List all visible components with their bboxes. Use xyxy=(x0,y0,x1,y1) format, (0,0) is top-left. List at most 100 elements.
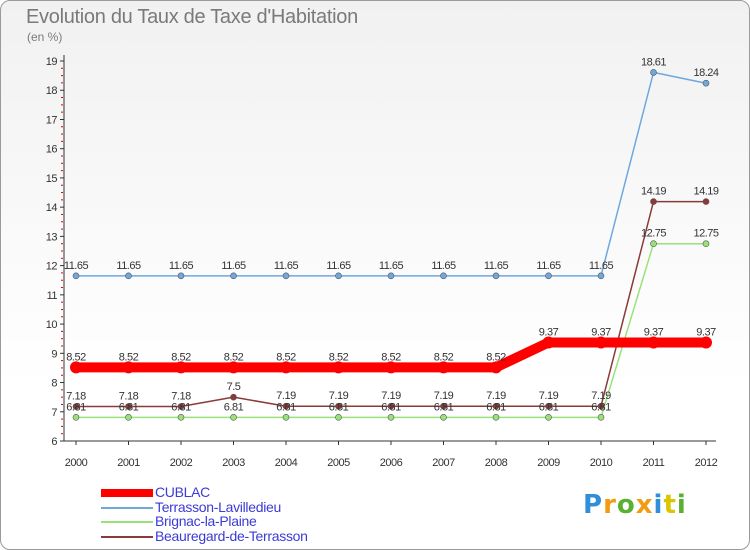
data-point xyxy=(70,361,82,374)
y-tick-label: 16 xyxy=(46,144,58,156)
data-label: 9.37 xyxy=(539,326,559,338)
data-point xyxy=(177,403,185,410)
data-label: 11.65 xyxy=(484,260,509,272)
x-tick-label: 2002 xyxy=(170,457,193,469)
data-point xyxy=(125,414,132,421)
legend-swatch xyxy=(101,506,153,509)
data-point xyxy=(647,336,660,349)
x-tick-label: 2012 xyxy=(695,457,718,469)
logo-letter: i xyxy=(676,490,687,520)
legend-swatch xyxy=(101,489,153,497)
chart-axes: 6 7 8 9 10 11 12 13 14 15 16 17 18 19 2000 2001 2002 2003… xyxy=(46,55,718,469)
data-point xyxy=(230,393,237,401)
data-point xyxy=(72,414,80,421)
data-point xyxy=(335,414,342,421)
y-tick-label: 15 xyxy=(46,173,58,185)
y-tick-label: 17 xyxy=(46,114,58,126)
data-point xyxy=(387,402,395,410)
x-tick-label: 2005 xyxy=(327,457,350,469)
data-point xyxy=(492,414,500,421)
legend-swatch xyxy=(101,521,153,523)
x-tick-label: 2011 xyxy=(643,457,665,469)
data-label: 11.65 xyxy=(169,260,194,272)
data-point xyxy=(282,414,290,421)
data-point xyxy=(702,79,710,87)
data-label: 8.52 xyxy=(486,351,506,363)
data-point xyxy=(440,272,447,280)
data-label: 8.52 xyxy=(224,351,244,363)
data-point xyxy=(282,272,290,280)
data-label: 7.19 xyxy=(329,390,349,402)
data-label: 11.65 xyxy=(274,260,299,272)
data-label: 7.19 xyxy=(486,390,506,402)
legend-swatch xyxy=(101,535,153,538)
x-tick-label: 2004 xyxy=(275,457,298,469)
data-label: 7.18 xyxy=(66,391,86,403)
data-label: 7.19 xyxy=(591,390,611,402)
data-label: 6.81 xyxy=(224,401,244,413)
data-label: 6.81 xyxy=(486,401,506,413)
y-tick-label: 19 xyxy=(46,56,58,68)
data-point xyxy=(227,361,240,374)
y-axis-unit-label: (en %) xyxy=(27,30,63,44)
data-label: 11.65 xyxy=(589,260,614,272)
data-label: 12.75 xyxy=(641,228,666,240)
data-point xyxy=(387,272,395,280)
data-point xyxy=(122,361,135,374)
series-line-1 xyxy=(75,71,707,277)
data-label: 6.81 xyxy=(434,401,454,413)
logo-letter: P xyxy=(583,490,604,520)
data-point xyxy=(545,402,552,410)
y-tick-label: 8 xyxy=(51,378,57,390)
data-label: 7.19 xyxy=(434,390,454,402)
x-tick-label: 2008 xyxy=(485,457,508,469)
data-point xyxy=(650,240,657,247)
y-tick-label: 18 xyxy=(46,85,58,97)
data-labels: 11.65 11.65 11.65 11.65 11.65 11.65 11.65 11.65… xyxy=(64,56,720,413)
x-tick-label: 2006 xyxy=(380,457,403,469)
data-point xyxy=(282,402,290,410)
data-point xyxy=(125,272,132,280)
data-label: 7.5 xyxy=(227,381,241,393)
data-point xyxy=(650,69,657,76)
data-label: 12.75 xyxy=(693,228,718,240)
data-label: 11.65 xyxy=(64,260,89,272)
data-point xyxy=(597,272,605,280)
data-label: 14.19 xyxy=(641,186,666,198)
data-label: 7.19 xyxy=(276,390,296,402)
x-tick-label: 2010 xyxy=(590,457,613,469)
data-label: 9.37 xyxy=(644,326,664,338)
data-point xyxy=(177,414,185,421)
data-label: 18.61 xyxy=(641,56,666,68)
y-tick-label: 14 xyxy=(46,202,58,214)
data-point xyxy=(335,402,342,410)
x-tick-label: 2007 xyxy=(432,457,455,469)
y-tick-label: 12 xyxy=(46,261,58,273)
y-tick-label: 9 xyxy=(51,348,57,360)
data-point xyxy=(545,414,552,421)
data-label: 11.65 xyxy=(221,260,246,272)
data-label: 6.81 xyxy=(66,401,86,413)
data-label: 8.52 xyxy=(276,351,296,363)
data-label: 11.65 xyxy=(536,260,561,272)
data-label: 8.52 xyxy=(329,351,349,363)
data-label: 18.24 xyxy=(693,67,718,79)
data-point xyxy=(492,272,500,280)
data-label: 6.81 xyxy=(329,401,349,413)
legend-label: Beauregard-de-Terrasson xyxy=(155,527,308,544)
data-point xyxy=(72,403,80,410)
legend-label: Brignac-la-Plaine xyxy=(155,513,257,529)
logo-letter: i xyxy=(653,490,664,520)
data-label: 8.52 xyxy=(434,351,454,363)
data-point xyxy=(335,272,342,280)
data-label: 11.65 xyxy=(326,260,351,272)
y-tick-label: 7 xyxy=(51,407,57,419)
series-points xyxy=(70,69,712,421)
data-label: 6.81 xyxy=(381,401,401,413)
data-label: 9.37 xyxy=(696,326,716,338)
data-point xyxy=(440,414,447,421)
data-point xyxy=(702,240,710,247)
data-point xyxy=(387,414,395,421)
data-point xyxy=(597,414,605,421)
